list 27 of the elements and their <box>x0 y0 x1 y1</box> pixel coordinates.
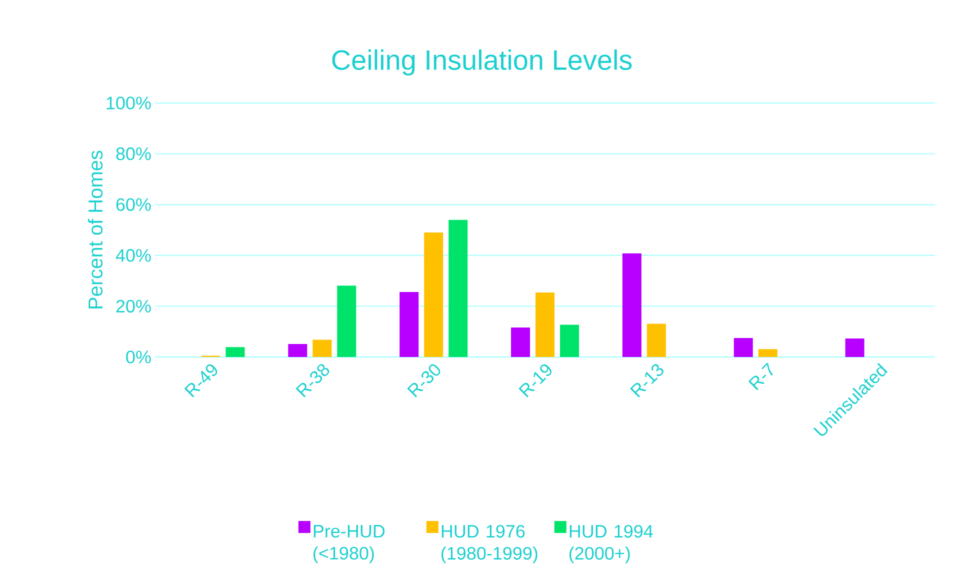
x-tick-label: R-7 <box>748 362 773 390</box>
bar <box>758 349 778 357</box>
legend-label: HUD 1976 (1980-1999) <box>442 524 538 564</box>
bar <box>536 292 555 357</box>
bar <box>337 286 356 357</box>
bar <box>560 324 580 357</box>
bar <box>424 232 444 357</box>
legend-label: HUD 1994 (2000+) <box>569 524 653 564</box>
bar <box>622 253 642 357</box>
y-tick-label: 20% <box>116 300 151 313</box>
y-tick-label: 60% <box>116 198 151 211</box>
y-tick-label: 0% <box>126 350 151 364</box>
y-tick-label: 100% <box>106 96 151 110</box>
legend-label: Pre-HUD (<1980) <box>314 525 385 564</box>
bar <box>400 292 419 357</box>
bar <box>312 340 332 357</box>
bar <box>845 338 864 357</box>
y-tick-label: 80% <box>116 147 151 160</box>
bar <box>511 328 530 357</box>
bar <box>448 220 468 357</box>
y-tick-label: 40% <box>116 249 151 262</box>
bar <box>646 324 666 357</box>
bar <box>734 338 753 357</box>
chart-title: Ceiling Insulation Levels <box>332 49 632 76</box>
bar <box>288 344 308 357</box>
y-axis-title: Percent of Homes <box>88 150 103 308</box>
bar <box>226 347 245 357</box>
